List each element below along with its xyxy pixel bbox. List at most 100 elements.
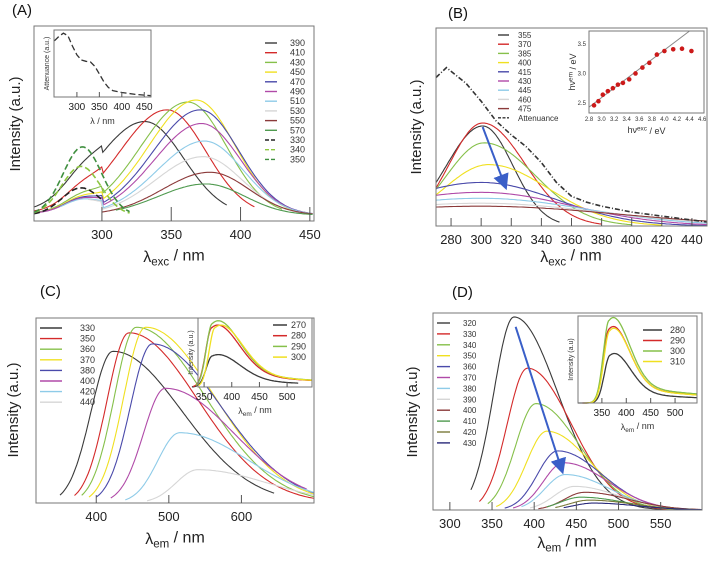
x-axis-label: λexc / nm (540, 248, 601, 269)
label-subscript: exc (548, 256, 566, 268)
data-point (679, 46, 685, 51)
data-point (620, 80, 626, 86)
inset-x-tick-label: 3.8 (648, 117, 657, 123)
series-line-380 (521, 473, 702, 511)
fit-line (588, 30, 690, 108)
legend-label: 350 (463, 352, 477, 361)
legend-label: 430 (518, 77, 532, 86)
inset-legend-label: 290 (291, 341, 306, 351)
inset-frame (577, 315, 698, 404)
series-line-475 (435, 205, 708, 222)
inset-x-axis-label: λem / nm (621, 421, 655, 434)
x-axis-label: λem / nm (537, 534, 597, 555)
inset-D: 350 400 450 500 λem / nm Intensity (a.u) 28029… (568, 315, 698, 434)
inset-x-tick-label: 450 (136, 102, 153, 113)
series-line-385 (435, 142, 632, 226)
x-axis-label: λexc / nm (143, 248, 204, 269)
x-tick-label: 280 (440, 232, 462, 247)
inset-x-axis-label: λem / nm (238, 405, 272, 418)
x-tick-label: 440 (681, 232, 703, 247)
data-point (626, 77, 632, 82)
trend-arrow (514, 326, 566, 475)
inset-series-line-300 (583, 316, 698, 404)
y-axis-label: Intensity (a.u) (404, 367, 421, 458)
label-subscript: em (625, 427, 634, 434)
inset-x-tick-label: 3.2 (610, 117, 619, 123)
x-tick-label: 380 (591, 232, 613, 247)
x-axis-label: λem / nm (145, 530, 205, 551)
legend-label: 400 (463, 406, 477, 415)
data-point (615, 82, 621, 87)
legend-label: 320 (463, 319, 477, 328)
series-line-420 (125, 432, 315, 501)
data-point (591, 103, 597, 108)
inset-x-tick-label: 350 (91, 102, 108, 113)
legend-label: 355 (518, 31, 532, 40)
data-point (689, 48, 694, 54)
series-line-570 (115, 183, 313, 215)
inset-series-line-280 (578, 352, 698, 404)
inset-legend-label: 270 (291, 320, 306, 330)
inset-series-line-310 (584, 327, 697, 404)
inset-frame (53, 29, 152, 98)
inset-background (589, 31, 704, 113)
legend-label: 380 (80, 365, 95, 375)
x-tick-label: 340 (531, 232, 553, 247)
series-line-330 (59, 350, 275, 496)
series-line-400 (110, 387, 307, 499)
x-tick-label: 300 (470, 232, 492, 247)
inset-series-line-270 (191, 353, 299, 388)
label-unit: / eV (647, 126, 666, 136)
data-point (610, 85, 616, 91)
legend-label: 490 (290, 87, 305, 97)
inset-x-tick-label: 450 (642, 408, 659, 419)
legend-label: 340 (290, 145, 305, 155)
x-tick-label: 550 (650, 516, 672, 531)
series-line-Attenuance (435, 66, 708, 223)
y-axis-label: Intensity (a.u.) (5, 362, 22, 457)
series-line-370 (512, 462, 703, 511)
inset-x-tick-label: 3.0 (597, 117, 606, 123)
x-tick-label: 450 (299, 227, 321, 242)
inset-series-line-300 (198, 324, 313, 387)
inset-legend-label: 290 (670, 336, 685, 346)
data-point (633, 71, 638, 76)
x-tick-label: 400 (523, 516, 545, 531)
y-axis-label: Intensity (a.u.) (7, 76, 24, 171)
inset-series-line-0 (53, 32, 152, 97)
trend-arrow (481, 126, 509, 191)
legend-label: 370 (463, 374, 477, 383)
x-tick-label: 400 (230, 227, 252, 242)
inset-x-axis-label: hνexc / eV (627, 125, 665, 136)
label-unit: / nm (561, 534, 597, 551)
x-tick-label: 450 (566, 516, 588, 531)
x-tick-label: 600 (231, 509, 253, 524)
inset-x-tick-label: 300 (69, 102, 86, 113)
inset-background (198, 318, 312, 387)
legend-label: 420 (80, 387, 95, 397)
inset-x-tick-label: 4.6 (698, 117, 707, 123)
inset-frame (197, 317, 313, 388)
inset-x-axis-label: λ / nm (90, 116, 115, 126)
inset-y-tick-label: 2.5 (578, 101, 587, 107)
series-group (33, 99, 313, 215)
series-group (470, 316, 703, 511)
x-tick-label: 500 (158, 509, 180, 524)
inset-y-tick-label: 3.0 (578, 71, 587, 77)
legend-label: 460 (518, 95, 532, 104)
x-tick-label: 500 (608, 516, 630, 531)
inset-x-tick-label: 3.6 (635, 117, 644, 123)
legend-label: 370 (80, 355, 95, 365)
panel-label: (A) (12, 2, 32, 19)
legend-label: 360 (80, 344, 95, 354)
inset-y-axis-label: Intensity (a.u.) (188, 330, 195, 374)
legend-label: 370 (518, 40, 532, 49)
series-line-430 (33, 101, 283, 213)
legend-label: 550 (290, 116, 305, 126)
panel-label: (D) (452, 284, 473, 301)
legend-label: 470 (290, 77, 305, 87)
inset-y-axis-label: Intensity (a.u) (568, 338, 575, 380)
